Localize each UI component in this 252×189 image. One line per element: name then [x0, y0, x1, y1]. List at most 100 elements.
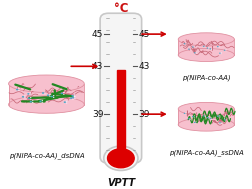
Ellipse shape: [177, 33, 233, 46]
Circle shape: [60, 93, 63, 94]
Circle shape: [216, 116, 218, 117]
Circle shape: [223, 50, 225, 51]
Circle shape: [28, 98, 30, 99]
Circle shape: [218, 115, 219, 116]
Circle shape: [73, 94, 75, 95]
Circle shape: [29, 92, 31, 94]
Circle shape: [225, 120, 226, 121]
Circle shape: [185, 112, 186, 113]
Circle shape: [44, 93, 45, 94]
Circle shape: [223, 119, 225, 120]
Bar: [116, 70, 124, 158]
Circle shape: [189, 118, 190, 119]
Circle shape: [204, 115, 205, 116]
Circle shape: [73, 96, 75, 97]
Circle shape: [63, 92, 64, 93]
Text: 39: 39: [138, 110, 149, 119]
Circle shape: [193, 52, 195, 53]
Ellipse shape: [9, 75, 84, 92]
Circle shape: [53, 97, 54, 98]
Circle shape: [209, 118, 210, 119]
Circle shape: [210, 117, 211, 118]
Circle shape: [32, 102, 33, 103]
Circle shape: [218, 116, 219, 117]
Circle shape: [210, 119, 211, 120]
Circle shape: [24, 95, 25, 96]
Circle shape: [187, 118, 189, 119]
Circle shape: [18, 90, 20, 91]
Circle shape: [63, 94, 64, 95]
Circle shape: [74, 96, 75, 97]
Text: 39: 39: [91, 110, 103, 119]
Circle shape: [207, 118, 209, 119]
Circle shape: [204, 45, 205, 46]
Circle shape: [225, 49, 226, 50]
Circle shape: [218, 122, 220, 123]
Circle shape: [189, 49, 190, 50]
Bar: [177, 39, 233, 55]
Circle shape: [191, 46, 193, 48]
Circle shape: [183, 43, 185, 44]
Circle shape: [193, 47, 194, 48]
Text: p(NIPA-co-AA)_dsDNA: p(NIPA-co-AA)_dsDNA: [9, 153, 84, 159]
Circle shape: [32, 100, 33, 101]
Circle shape: [187, 49, 189, 50]
Circle shape: [225, 119, 226, 120]
Bar: [9, 84, 84, 105]
Circle shape: [49, 96, 50, 97]
Circle shape: [210, 48, 211, 49]
Circle shape: [27, 93, 29, 95]
Circle shape: [185, 44, 186, 45]
Circle shape: [216, 46, 218, 47]
Circle shape: [193, 117, 194, 118]
Text: p(NIPA-co-AA): p(NIPA-co-AA): [181, 74, 230, 81]
Text: 45: 45: [91, 30, 103, 39]
Circle shape: [225, 50, 226, 51]
Circle shape: [41, 100, 43, 101]
Circle shape: [202, 46, 204, 47]
Circle shape: [218, 53, 220, 54]
Text: VPTT: VPTT: [106, 178, 134, 188]
Circle shape: [66, 103, 67, 104]
Circle shape: [220, 123, 221, 124]
Circle shape: [207, 48, 209, 49]
Circle shape: [42, 92, 44, 94]
Circle shape: [193, 115, 194, 116]
Circle shape: [195, 52, 196, 53]
Text: 45: 45: [138, 30, 149, 39]
Circle shape: [195, 53, 196, 54]
Circle shape: [72, 99, 73, 100]
Circle shape: [202, 115, 204, 116]
Circle shape: [107, 149, 134, 168]
Circle shape: [220, 52, 221, 53]
Circle shape: [204, 116, 205, 117]
Circle shape: [44, 91, 45, 93]
Circle shape: [24, 97, 25, 98]
Circle shape: [66, 101, 67, 102]
Circle shape: [74, 98, 75, 99]
Circle shape: [49, 94, 50, 95]
Circle shape: [39, 101, 41, 102]
Text: 43: 43: [91, 62, 103, 71]
Circle shape: [193, 46, 194, 47]
Circle shape: [64, 101, 66, 103]
Ellipse shape: [177, 48, 233, 62]
Circle shape: [30, 99, 31, 100]
Ellipse shape: [177, 118, 233, 131]
Circle shape: [220, 53, 221, 54]
Circle shape: [195, 121, 196, 122]
Circle shape: [193, 122, 195, 123]
Text: 43: 43: [138, 62, 149, 71]
Circle shape: [207, 47, 209, 48]
Circle shape: [16, 89, 18, 90]
Circle shape: [41, 102, 43, 103]
Circle shape: [72, 97, 73, 98]
Circle shape: [29, 101, 32, 102]
Circle shape: [206, 47, 207, 49]
Circle shape: [183, 113, 185, 114]
Circle shape: [71, 95, 73, 97]
Ellipse shape: [9, 96, 84, 113]
Circle shape: [53, 95, 54, 96]
Circle shape: [72, 97, 74, 98]
FancyBboxPatch shape: [100, 13, 141, 163]
